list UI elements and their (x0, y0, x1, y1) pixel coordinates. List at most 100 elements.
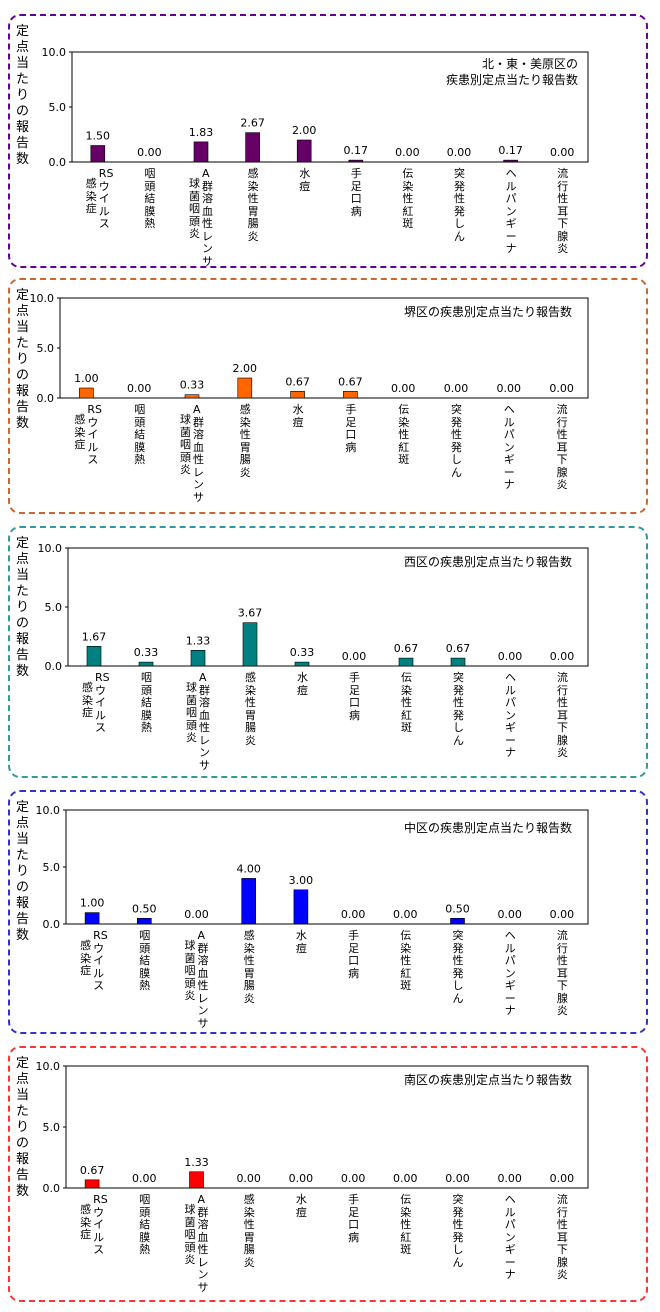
bar (296, 139, 312, 163)
y-tick-label: 5.0 (43, 861, 61, 874)
category-label: 水痘 (299, 167, 311, 193)
y-tick-label: 10.0 (30, 292, 55, 305)
y-axis-label: 定点当たりの報告数 (16, 536, 30, 679)
bar-value-label: 0.50 (132, 902, 157, 915)
bar-value-label: 0.00 (342, 650, 367, 663)
bar (343, 391, 358, 399)
category-label: 感染性胃腸炎 (243, 929, 255, 1005)
bar-value-label: 0.67 (394, 642, 419, 655)
bar (242, 622, 258, 667)
category-label: 手足口病 (348, 1193, 360, 1244)
chart-svg: 10.0 5.0 0.0 1.00 0.00 0.33 2.00 0.67 0.67 0.00 0.… (30, 292, 589, 405)
category-label: RSウイルス (98, 167, 114, 230)
bar-value-label: 0.00 (445, 1172, 470, 1185)
category-label: ヘルパンギーナ (503, 403, 515, 491)
bar (79, 387, 94, 399)
bar-value-label: 0.00 (393, 1172, 418, 1185)
chart-title: 北・東・美原区の 疾患別定点当たり報告数 (446, 56, 578, 88)
bar-value-label: 0.67 (338, 375, 363, 388)
bar-value-label: 0.00 (550, 908, 575, 921)
bar-value-label: 0.67 (446, 642, 471, 655)
chart-svg: 10.0 5.0 0.0 0.67 0.00 1.33 0.00 0.00 0.00 0.00 0.… (36, 1060, 589, 1195)
bar-value-label: 0.00 (550, 146, 575, 159)
bar (245, 132, 260, 163)
chart-title: 南区の疾患別定点当たり報告数 (404, 1072, 572, 1088)
bar-value-label: 0.00 (395, 146, 420, 159)
category-label: ヘルパンギーナ (504, 1193, 516, 1281)
chart-title-line: 西区の疾患別定点当たり報告数 (403, 555, 572, 569)
category-label: 感染症 (82, 681, 93, 719)
category-label: 水痘 (292, 403, 304, 429)
bar-value-label: 2.67 (240, 117, 265, 130)
y-tick-label: 0.0 (45, 660, 63, 673)
bar-value-label: 0.00 (127, 382, 152, 395)
category-label: 伝染性紅斑 (400, 929, 412, 992)
category-label: 水痘 (295, 1193, 307, 1219)
bar-value-label: 0.00 (497, 382, 522, 395)
bar-value-label: 0.00 (341, 1172, 366, 1185)
y-tick-label: 0.0 (49, 156, 67, 169)
category-label: 水痘 (295, 929, 307, 955)
bar (84, 912, 100, 925)
category-label: 球菌咽頭炎 (189, 177, 200, 240)
bar-value-label: 0.00 (550, 650, 575, 663)
chart-title-line: 北・東・美原区の (481, 57, 578, 71)
y-axis-label: 定点当たりの報告数 (16, 288, 30, 431)
chart-panel-3: 10.0 5.0 0.0 1.00 0.50 0.00 4.00 3.00 0.00 0.00 0.… (8, 790, 648, 1034)
category-label: 流行性耳下腺炎 (556, 929, 568, 1017)
y-tick-label: 10.0 (42, 46, 67, 59)
bar (193, 141, 209, 163)
bar-value-label: 0.50 (445, 902, 470, 915)
bar-value-label: 0.00 (236, 1172, 261, 1185)
category-label: 感染症 (74, 413, 86, 451)
bar-value-label: 2.00 (292, 124, 317, 137)
bar-value-label: 1.00 (80, 897, 105, 910)
category-label: 突発性発しん (452, 1193, 464, 1269)
bar-value-label: 2.00 (233, 362, 258, 375)
y-tick-label: 10.0 (36, 804, 61, 817)
bar-value-label: 0.00 (497, 1172, 522, 1185)
bar-value-label: 1.00 (74, 372, 99, 385)
category-label: RSウイルス (93, 929, 108, 992)
bar-value-label: 0.00 (393, 908, 418, 921)
y-tick-label: 5.0 (45, 601, 63, 614)
y-tick-label: 0.0 (37, 392, 55, 405)
bar-value-label: 1.33 (186, 634, 211, 647)
bar-value-label: 0.17 (344, 144, 369, 157)
category-label: A群溶血性レンサ (193, 403, 204, 504)
bar-value-label: 0.00 (137, 146, 162, 159)
bar-value-label: 0.00 (550, 1172, 575, 1185)
category-label: 流行性耳下腺炎 (556, 1193, 568, 1281)
bar (241, 878, 256, 925)
category-label: 突発性発しん (453, 671, 464, 747)
bar (184, 394, 200, 399)
category-label: 伝染性紅斑 (401, 671, 412, 734)
category-label: 咽頭結膜熱 (139, 929, 151, 992)
category-label: 流行性耳下腺炎 (557, 671, 568, 759)
category-label: 感染性胃腸炎 (243, 1193, 255, 1269)
bar-value-label: 0.00 (132, 1172, 157, 1185)
y-tick-label: 10.0 (36, 1060, 61, 1073)
category-label: 球菌咽頭炎 (186, 681, 197, 744)
category-label: 感染症 (85, 177, 97, 215)
bar (138, 661, 154, 667)
chart-panel-0: 10.0 5.0 0.0 1.50 0.00 1.83 2.67 2.00 0.17 0.00 0.… (8, 14, 648, 268)
category-label: 流行性耳下腺炎 (556, 403, 568, 491)
bar-value-label: 1.83 (189, 126, 214, 139)
category-label: 突発性発しん (451, 403, 462, 479)
bar (450, 657, 466, 667)
category-label: RSウイルス (87, 403, 103, 466)
bar-value-label: 0.00 (447, 146, 472, 159)
bar (90, 145, 106, 163)
category-label: RSウイルス (95, 671, 110, 734)
category-label: 手足口病 (350, 167, 362, 218)
bar (189, 1171, 204, 1189)
chart-panel-2: 10.0 5.0 0.0 1.67 0.33 1.33 3.67 0.33 0.00 0.67 0.… (8, 526, 648, 778)
chart-title: 堺区の疾患別定点当たり報告数 (404, 304, 572, 320)
bar (86, 645, 102, 667)
category-label: 感染症 (80, 1203, 92, 1241)
bar-value-label: 0.00 (497, 908, 522, 921)
y-tick-label: 5.0 (37, 342, 55, 355)
bar-value-label: 0.17 (498, 144, 523, 157)
y-axis-label: 定点当たりの報告数 (16, 800, 30, 943)
